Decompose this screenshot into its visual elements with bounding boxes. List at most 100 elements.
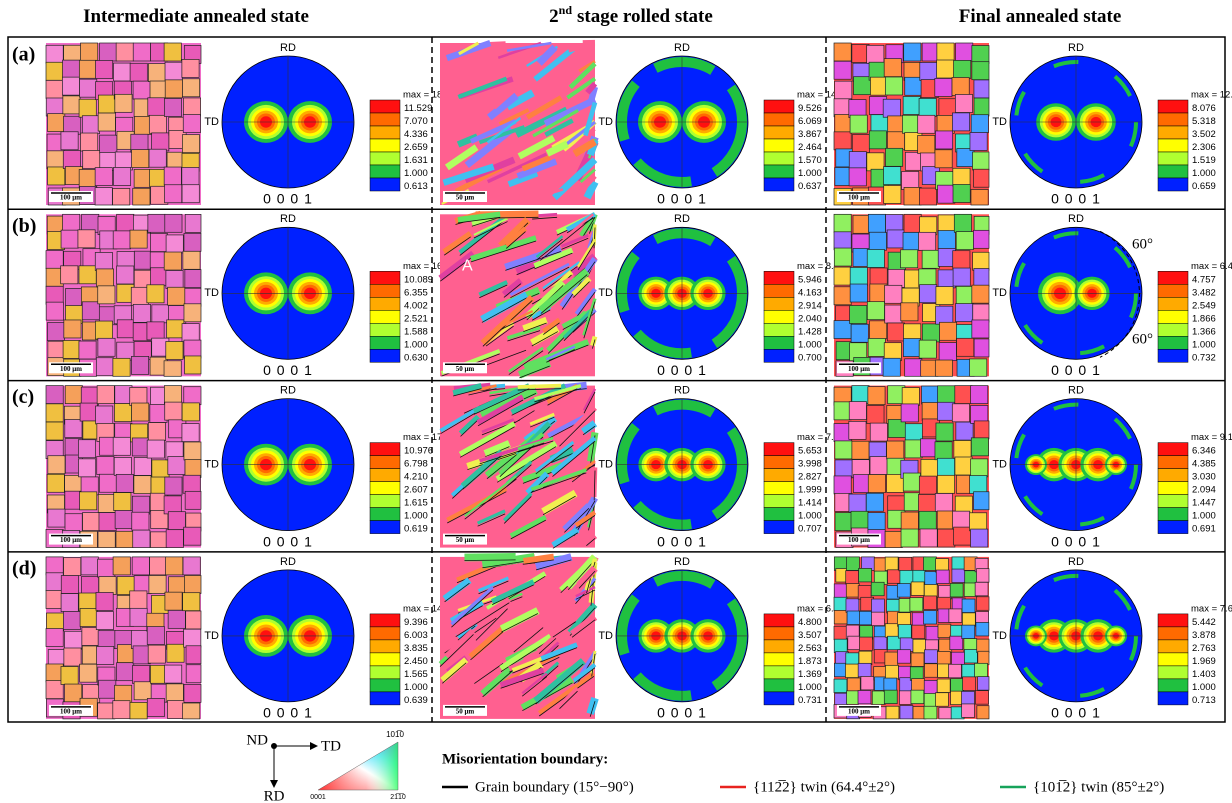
legend-swatch <box>370 679 400 692</box>
micrograph: 50 μm <box>440 557 595 719</box>
grain <box>956 422 973 440</box>
grain <box>866 493 883 511</box>
grain <box>919 476 936 494</box>
grain <box>96 358 113 376</box>
grain <box>164 167 181 185</box>
grain <box>871 582 884 596</box>
legend-swatch <box>370 310 400 323</box>
td-label: TD <box>598 459 613 471</box>
legend-value: 0.713 <box>1192 695 1216 706</box>
grain <box>96 406 113 424</box>
grain <box>164 43 181 61</box>
grain <box>834 402 851 420</box>
legend-swatch <box>370 640 400 653</box>
grain <box>902 171 919 189</box>
pole-figure <box>616 56 748 188</box>
grain <box>859 568 872 582</box>
grain <box>96 612 113 630</box>
legend-value: 3.482 <box>1192 287 1216 298</box>
plane-label: 0 0 0 1 <box>263 705 313 721</box>
grain <box>847 611 860 625</box>
grain <box>848 636 861 650</box>
grain <box>949 664 962 678</box>
grain <box>938 185 955 203</box>
scale-bar-label: 100 μm <box>60 708 82 716</box>
legend-value: 1.000 <box>798 511 822 522</box>
grain <box>168 610 185 628</box>
grain <box>183 475 200 493</box>
grain <box>883 99 900 117</box>
grain <box>834 232 851 250</box>
legend-value: 2.464 <box>798 142 822 153</box>
grain <box>846 557 859 571</box>
legend-value: 2.563 <box>798 643 822 654</box>
grain <box>970 359 987 376</box>
grain <box>901 512 918 530</box>
grain <box>957 149 974 167</box>
grain <box>884 690 897 704</box>
grain <box>79 60 96 78</box>
grain <box>99 513 116 531</box>
legend-value: 3.835 <box>404 643 428 654</box>
grain <box>973 252 989 270</box>
grain <box>975 663 988 677</box>
grain <box>130 63 147 81</box>
grain <box>867 406 884 424</box>
grain <box>186 611 201 629</box>
legend-value: 1.000 <box>404 511 428 522</box>
grain <box>971 459 988 477</box>
grain <box>869 131 886 149</box>
legend-swatch <box>764 178 794 191</box>
grain <box>962 704 975 718</box>
grain <box>46 629 63 647</box>
grain <box>166 557 183 575</box>
grain <box>113 557 130 575</box>
legend-value: 4.385 <box>1192 459 1216 470</box>
grain <box>852 135 869 153</box>
grain <box>46 286 63 304</box>
legend-value: 0.619 <box>404 524 428 535</box>
grain <box>937 511 954 529</box>
grain <box>938 386 955 404</box>
grain <box>897 650 910 664</box>
grain <box>834 626 847 640</box>
grain <box>834 132 851 150</box>
grain <box>65 631 82 649</box>
grain <box>924 650 937 664</box>
grain <box>937 43 954 61</box>
boundary-entry: {112̅2} twin (64.4°±2°) <box>753 779 895 795</box>
grain <box>897 584 910 598</box>
td-label: TD <box>204 459 219 471</box>
grain <box>165 477 182 495</box>
td-label: TD <box>598 630 613 642</box>
grain <box>952 557 965 571</box>
grain <box>913 639 926 653</box>
legend-swatch <box>370 443 400 456</box>
grain <box>183 703 200 719</box>
legend-value: 2.306 <box>1192 142 1216 153</box>
grain <box>956 286 973 304</box>
grain <box>134 682 151 700</box>
grain <box>151 268 168 286</box>
grain <box>184 304 201 322</box>
legend-value: 1.631 <box>404 155 428 166</box>
grain <box>97 386 114 404</box>
grain <box>48 114 65 132</box>
grain <box>921 459 938 477</box>
grain <box>133 304 150 322</box>
legend-value: 1.000 <box>1192 168 1216 179</box>
grain <box>972 320 989 338</box>
plane-label: 0 0 0 1 <box>657 533 707 549</box>
grain <box>83 150 100 168</box>
pole-figure <box>222 570 354 702</box>
grain <box>904 187 921 205</box>
scale-bar-label: 50 μm <box>456 708 475 716</box>
grain <box>885 285 902 303</box>
grain <box>147 440 164 458</box>
td-label: TD <box>992 459 1007 471</box>
legend-swatch <box>370 469 400 482</box>
legend-swatch <box>370 692 400 705</box>
grain <box>903 96 920 114</box>
legend-swatch <box>1158 640 1188 653</box>
legend-value: 9.526 <box>798 103 822 114</box>
